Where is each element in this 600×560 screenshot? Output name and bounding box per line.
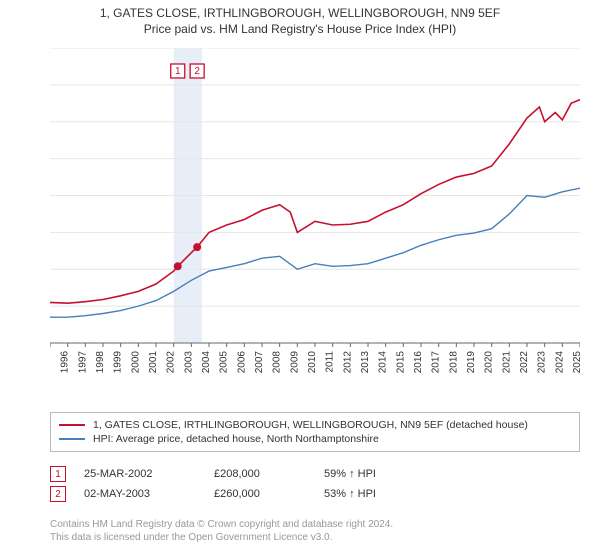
footer-line1: Contains HM Land Registry data © Crown c…	[50, 518, 580, 531]
x-tick-label: 2015	[395, 351, 406, 374]
x-tick-label: 2012	[342, 351, 353, 374]
x-tick-label: 2013	[360, 351, 371, 374]
footer-attribution: Contains HM Land Registry data © Crown c…	[50, 518, 580, 544]
legend-label: 1, GATES CLOSE, IRTHLINGBOROUGH, WELLING…	[93, 419, 528, 431]
transaction-table: 1 25-MAR-2002 £208,000 59% ↑ HPI 2 02-MA…	[50, 462, 580, 506]
x-tick-label: 2009	[289, 351, 300, 374]
title-block: 1, GATES CLOSE, IRTHLINGBOROUGH, WELLING…	[0, 0, 600, 36]
x-tick-label: 1995	[50, 351, 53, 374]
x-tick-label: 2007	[254, 351, 265, 374]
footer-line2: This data is licensed under the Open Gov…	[50, 531, 580, 544]
x-tick-label: 2008	[272, 351, 283, 374]
tx-date: 02-MAY-2003	[84, 488, 214, 500]
x-tick-label: 2018	[448, 351, 459, 374]
x-tick-label: 1996	[60, 351, 71, 374]
x-tick-label: 2021	[501, 351, 512, 374]
legend-label: HPI: Average price, detached house, Nort…	[93, 433, 379, 445]
x-tick-label: 1998	[95, 351, 106, 374]
tx-price: £260,000	[214, 488, 324, 500]
x-tick-label: 2022	[519, 351, 530, 374]
tx-date: 25-MAR-2002	[84, 468, 214, 480]
x-tick-label: 2003	[183, 351, 194, 374]
tx-price: £208,000	[214, 468, 324, 480]
tx-marker-2: 2	[50, 486, 66, 502]
line-chart: £0£100K£200K£300K£400K£500K£600K£700K£80…	[50, 48, 580, 378]
legend-item: HPI: Average price, detached house, Nort…	[59, 433, 571, 445]
x-tick-label: 2001	[148, 351, 159, 374]
x-tick-label: 2010	[307, 351, 318, 374]
data-point	[193, 243, 201, 251]
x-tick-label: 2005	[219, 351, 230, 374]
table-row: 1 25-MAR-2002 £208,000 59% ↑ HPI	[50, 466, 580, 482]
legend-swatch-blue	[59, 438, 85, 440]
series-hpi	[50, 188, 580, 317]
chart-container: 1, GATES CLOSE, IRTHLINGBOROUGH, WELLING…	[0, 0, 600, 560]
x-tick-label: 2002	[166, 351, 177, 374]
x-tick-label: 2023	[537, 351, 548, 374]
legend: 1, GATES CLOSE, IRTHLINGBOROUGH, WELLING…	[50, 412, 580, 452]
title-address: 1, GATES CLOSE, IRTHLINGBOROUGH, WELLING…	[0, 6, 600, 20]
x-tick-label: 2006	[236, 351, 247, 374]
x-tick-label: 2004	[201, 351, 212, 374]
tx-delta: 59% ↑ HPI	[324, 468, 444, 480]
table-row: 2 02-MAY-2003 £260,000 53% ↑ HPI	[50, 486, 580, 502]
legend-swatch-red	[59, 424, 85, 426]
x-tick-label: 2011	[325, 351, 336, 373]
x-tick-label: 1997	[77, 351, 88, 374]
x-tick-label: 2000	[130, 351, 141, 374]
x-tick-label: 2016	[413, 351, 424, 374]
x-tick-label: 2025	[572, 351, 580, 374]
x-tick-label: 2017	[431, 351, 442, 374]
x-tick-label: 2014	[378, 351, 389, 374]
series-property	[50, 100, 580, 304]
x-tick-label: 1999	[113, 351, 124, 374]
title-subtitle: Price paid vs. HM Land Registry's House …	[0, 22, 600, 36]
x-tick-label: 2019	[466, 351, 477, 374]
callout-number: 2	[194, 66, 200, 77]
x-tick-label: 2020	[484, 351, 495, 374]
callout-number: 1	[175, 66, 181, 77]
x-tick-label: 2024	[554, 351, 565, 374]
data-point	[174, 262, 182, 270]
tx-delta: 53% ↑ HPI	[324, 488, 444, 500]
legend-item: 1, GATES CLOSE, IRTHLINGBOROUGH, WELLING…	[59, 419, 571, 431]
tx-marker-1: 1	[50, 466, 66, 482]
